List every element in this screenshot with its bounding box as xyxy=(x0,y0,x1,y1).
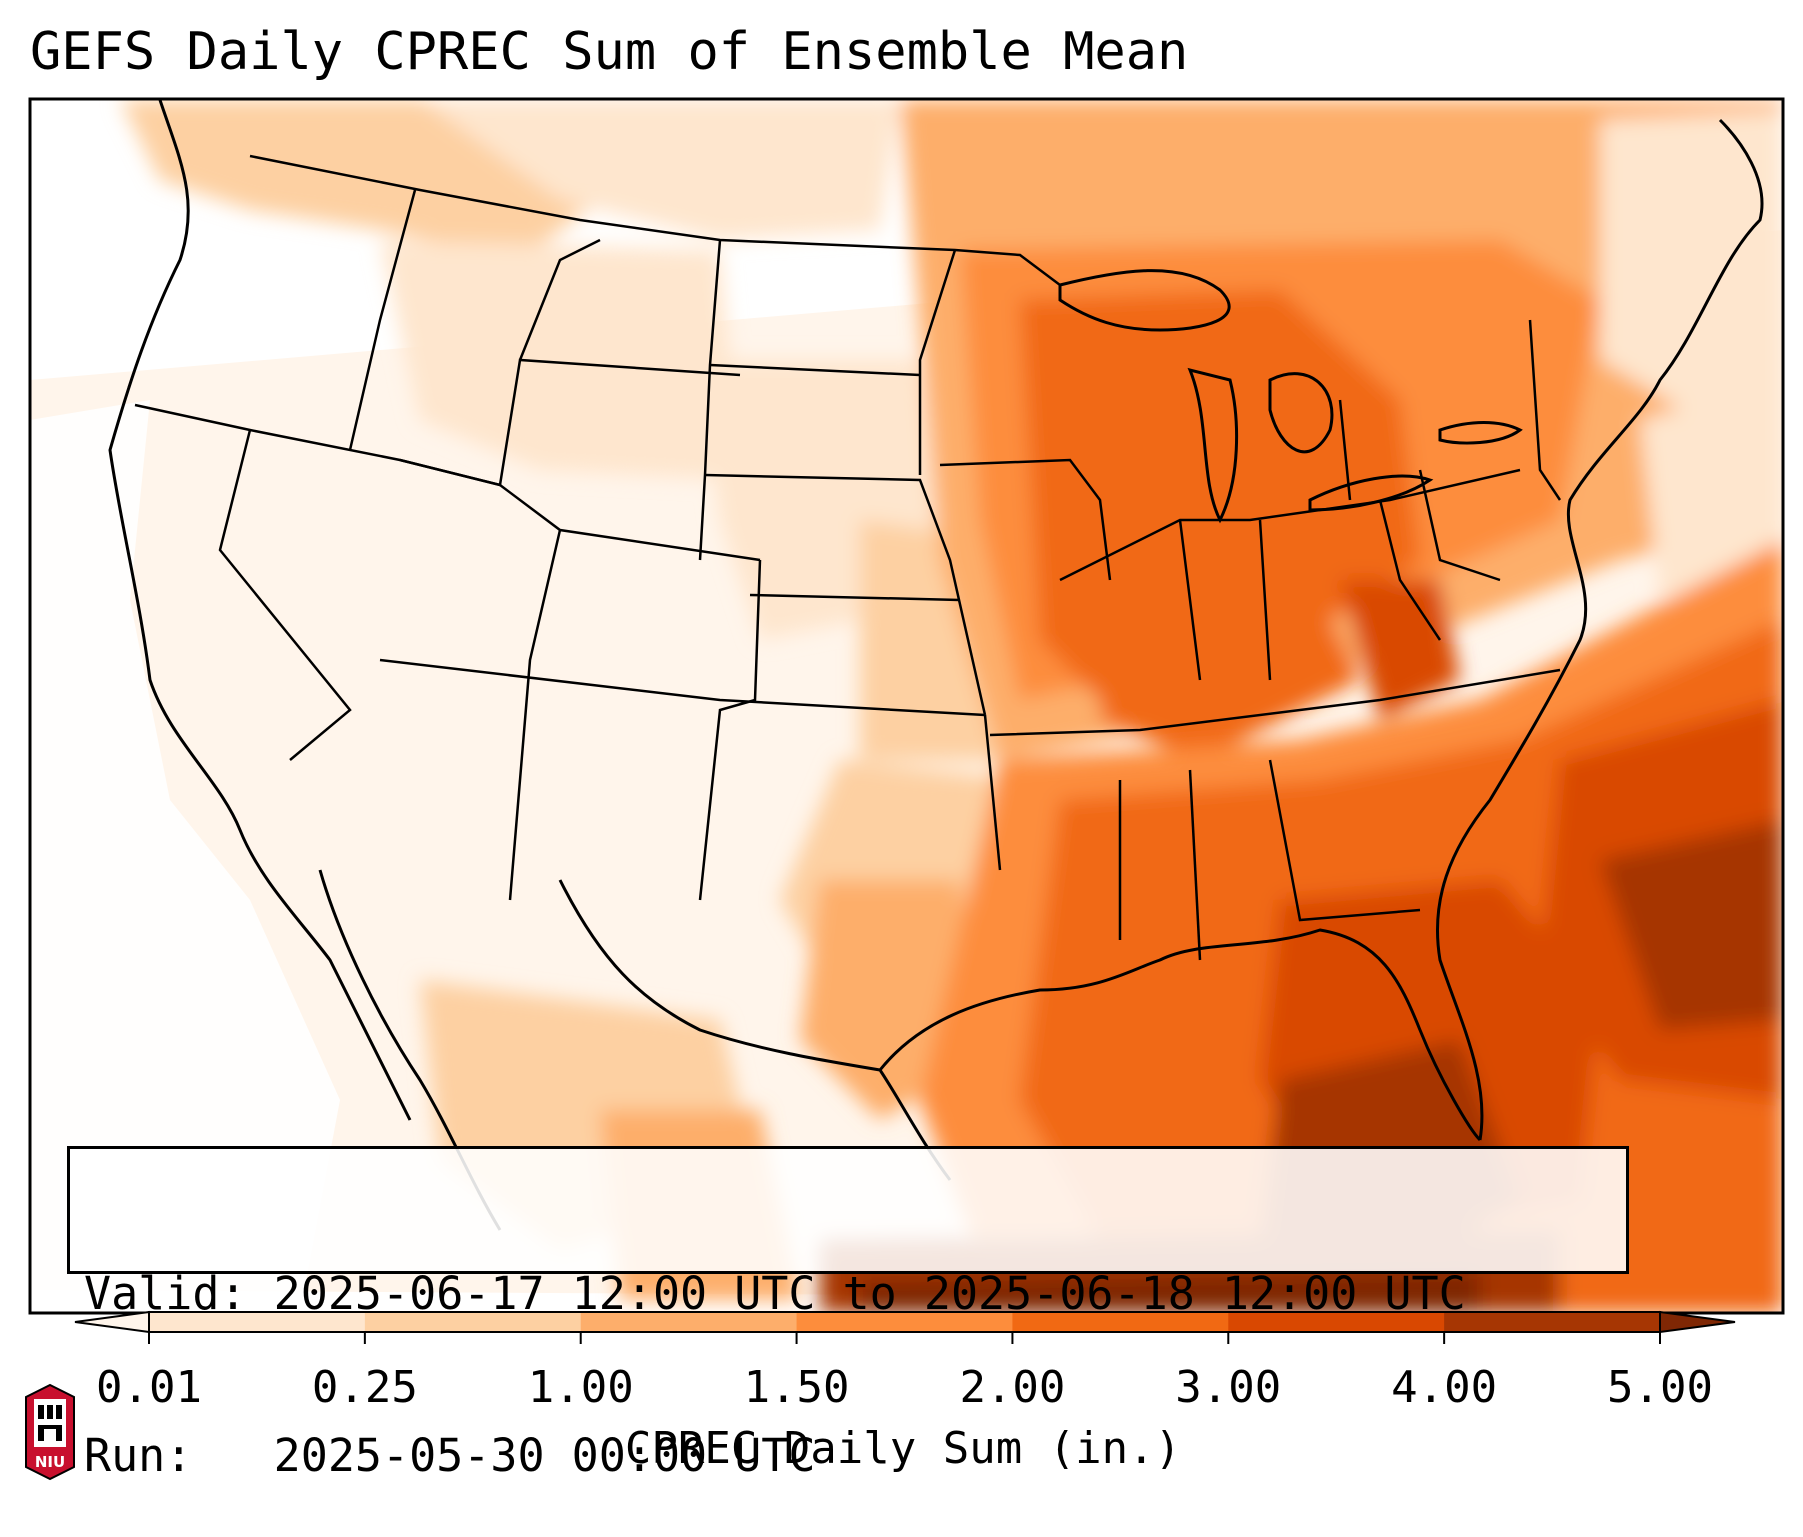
colorbar-segment xyxy=(149,1312,366,1332)
colorbar-over-arrow xyxy=(1659,1310,1736,1334)
valid-time: Valid: 2025-06-17 12:00 UTC to 2025-06-1… xyxy=(84,1267,1466,1320)
colorbar xyxy=(74,1310,1736,1344)
colorbar-tick-label: 1.00 xyxy=(527,1362,634,1413)
great-lakes xyxy=(1058,269,1523,524)
niu-logo: NIU xyxy=(22,1383,78,1481)
colorbar-segment xyxy=(1228,1312,1445,1332)
colorbar-segment xyxy=(364,1312,582,1332)
colorbar-segment xyxy=(1444,1312,1661,1332)
colorbar-title: CPREC Daily Sum (in.) xyxy=(624,1423,1182,1474)
colorbar-tick-label: 0.01 xyxy=(96,1362,202,1413)
colorbar-tick-label: 1.50 xyxy=(743,1362,850,1413)
run-time: Run: 2025-05-30 00:00 UTC xyxy=(84,1429,816,1482)
precip-map xyxy=(28,97,1785,1344)
colorbar-tick-label: 0.25 xyxy=(311,1362,418,1413)
state-borders xyxy=(134,154,1562,961)
logo-text: NIU xyxy=(34,1453,66,1471)
colorbar-tick-label: 4.00 xyxy=(1391,1362,1498,1413)
colorbar-tick-label: 5.00 xyxy=(1607,1362,1713,1413)
colorbar-segment xyxy=(580,1312,798,1332)
colorbar-segment xyxy=(1012,1312,1229,1332)
precip-field xyxy=(30,99,1783,1313)
map-title: GEFS Daily CPREC Sum of Ensemble Mean xyxy=(30,22,1189,82)
valid-run-box: Valid: 2025-06-17 12:00 UTC to 2025-06-1… xyxy=(67,1146,1629,1482)
colorbar-outline xyxy=(148,1311,1661,1333)
colorbar-segment xyxy=(796,1312,1013,1332)
colorbar-tick-label: 3.00 xyxy=(1175,1362,1282,1413)
colorbar-tick-label: 2.00 xyxy=(959,1362,1066,1413)
